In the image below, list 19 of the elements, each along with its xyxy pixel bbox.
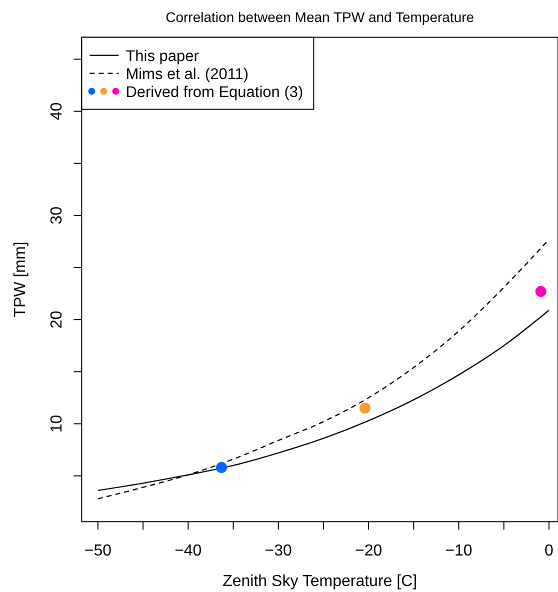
x-tick-label: −10 — [445, 542, 472, 560]
y-tick-label: 40 — [48, 102, 66, 120]
x-tick-label: −30 — [264, 542, 292, 560]
chart-title: Correlation between Mean TPW and Temperature — [166, 9, 474, 25]
y-tick-label: 30 — [48, 206, 66, 224]
legend-label: Derived from Equation (3) — [126, 84, 304, 101]
legend-label: This paper — [126, 48, 199, 65]
x-tick-label: −40 — [174, 542, 202, 560]
x-tick-label: −50 — [84, 542, 112, 560]
legend-label: Mims et al. (2011) — [126, 66, 249, 83]
point — [359, 402, 370, 414]
y-axis-title: TPW [mm] — [12, 242, 29, 318]
y-tick-label: 20 — [48, 310, 66, 329]
x-axis-title: Zenith Sky Temperature [C] — [222, 573, 418, 590]
x-tick-label: −20 — [354, 542, 382, 560]
point — [216, 462, 228, 474]
y-tick-label: 10 — [48, 414, 66, 433]
x-tick-label: 0 — [544, 542, 554, 560]
point — [535, 286, 546, 297]
